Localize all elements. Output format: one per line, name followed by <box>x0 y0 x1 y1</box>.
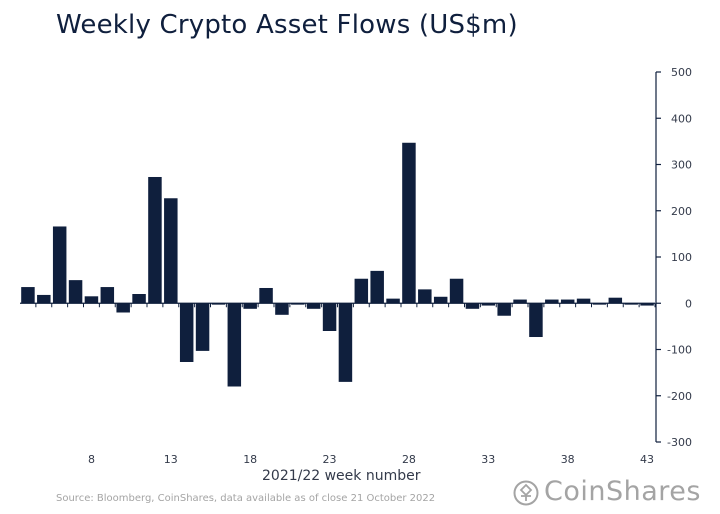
x-tick-label-38: 38 <box>561 453 575 466</box>
y-tick-label: -300 <box>667 436 692 449</box>
bar-week-27 <box>386 298 400 304</box>
bar-week-23 <box>322 303 337 331</box>
bar-week-5 <box>37 294 51 304</box>
bar-week-12 <box>148 176 162 304</box>
bar-week-7 <box>68 280 83 304</box>
bar-week-21 <box>291 303 305 305</box>
bar-week-20 <box>275 303 289 315</box>
y-tick-label: 300 <box>671 159 692 172</box>
x-tick-label-18: 18 <box>243 453 257 466</box>
bar-week-24 <box>338 303 353 382</box>
y-tick-label: 100 <box>671 251 692 264</box>
bar-week-9 <box>100 287 115 304</box>
bar-week-40 <box>592 303 607 305</box>
x-tick-label-28: 28 <box>402 453 416 466</box>
x-tick-label-33: 33 <box>481 453 495 466</box>
y-tick-label: 500 <box>671 66 692 79</box>
chart-title: Weekly Crypto Asset Flows (US$m) <box>56 10 518 40</box>
bar-week-29 <box>418 289 432 304</box>
bar-week-39 <box>576 298 591 304</box>
bar-week-25 <box>354 278 369 304</box>
bar-week-37 <box>545 299 559 304</box>
bar-week-13 <box>164 198 178 304</box>
bar-week-17 <box>227 303 242 387</box>
bar-week-16 <box>211 303 226 305</box>
bar-week-18 <box>243 303 257 309</box>
y-tick-label: -100 <box>667 344 692 357</box>
y-tick-label: 0 <box>685 297 692 310</box>
bar-week-11 <box>132 294 146 304</box>
x-tick-label-43: 43 <box>640 453 654 466</box>
bar-chart: 8 13 18 23 28 33 38 43 500 400 300 200 100 0 -100 -200 -… <box>20 66 692 466</box>
bar-week-8 <box>84 296 99 304</box>
brand-name: CoinShares <box>544 476 701 507</box>
bar-week-32 <box>465 303 480 309</box>
bar-week-31 <box>449 278 464 304</box>
bar-week-34 <box>497 303 511 316</box>
source-note: Source: Bloomberg, CoinShares, data avai… <box>56 493 436 504</box>
bar-week-19 <box>259 287 273 304</box>
y-tick-label: 400 <box>671 112 692 125</box>
bar-week-28 <box>402 142 416 304</box>
bar-week-42 <box>624 303 638 305</box>
y-tick-label: -200 <box>667 390 692 403</box>
bar-week-4 <box>21 287 35 304</box>
x-tick-label-8: 8 <box>88 453 95 466</box>
bar-week-22 <box>306 303 321 309</box>
bar-week-43 <box>640 303 654 306</box>
bar-week-26 <box>370 270 384 304</box>
x-tick-label-13: 13 <box>164 453 178 466</box>
bar-week-10 <box>116 303 130 313</box>
y-tick-label: 200 <box>671 205 692 218</box>
x-tick-label-23: 23 <box>323 453 337 466</box>
bar-week-14 <box>179 303 194 362</box>
bar-week-15 <box>195 303 210 351</box>
bar-week-30 <box>433 296 448 304</box>
bar-week-36 <box>529 303 543 338</box>
bar-week-41 <box>608 297 623 304</box>
coinshares-logo: CoinShares <box>511 476 711 512</box>
coinshares-logo-icon <box>513 480 539 506</box>
x-axis-title: 2021/22 week number <box>262 468 421 484</box>
bar-week-33 <box>481 303 496 306</box>
bar-week-35 <box>513 299 527 304</box>
bar-week-38 <box>560 299 575 304</box>
bar-week-6 <box>52 226 67 304</box>
